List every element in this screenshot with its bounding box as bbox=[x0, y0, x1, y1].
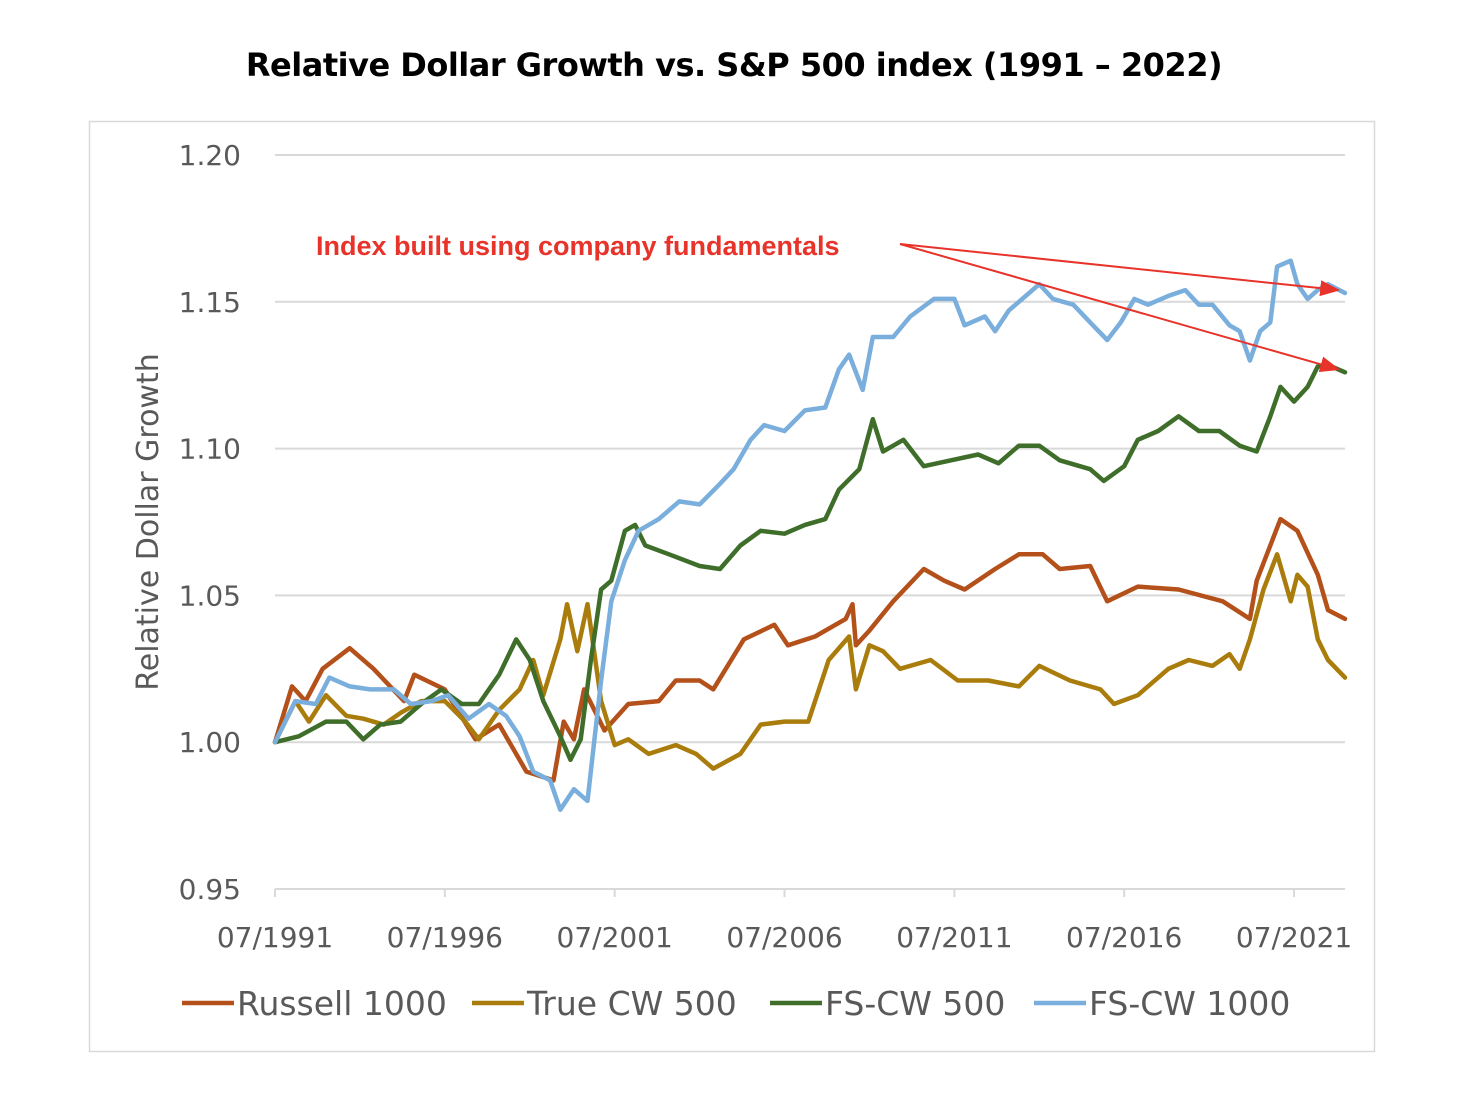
legend-label: True CW 500 bbox=[526, 984, 737, 1023]
annotation-arrow bbox=[899, 243, 1341, 373]
x-tick-label: 07/2006 bbox=[726, 921, 842, 954]
series-line-true-cw-500 bbox=[272, 552, 1348, 771]
x-tick-label: 07/2021 bbox=[1236, 921, 1352, 954]
chart-title: Relative Dollar Growth vs. S&P 500 index… bbox=[245, 46, 1223, 84]
x-tick-label: 07/2011 bbox=[896, 921, 1012, 954]
x-tick-label: 07/1991 bbox=[217, 921, 333, 954]
legend-item: FS-CW 1000 bbox=[1034, 984, 1290, 1023]
legend-label: FS-CW 1000 bbox=[1089, 984, 1290, 1023]
legend-item: True CW 500 bbox=[472, 984, 737, 1023]
y-tick-label: 1.15 bbox=[179, 286, 241, 319]
y-axis-label: Relative Dollar Growth bbox=[131, 353, 166, 691]
y-tick-label: 1.05 bbox=[179, 579, 241, 612]
legend-item: Russell 1000 bbox=[182, 984, 447, 1023]
annotation-text: Index built using company fundamentals bbox=[316, 231, 840, 261]
chart-frame bbox=[88, 120, 1376, 1053]
y-tick-label: 1.00 bbox=[179, 726, 241, 759]
legend-label: FS-CW 500 bbox=[825, 984, 1005, 1023]
y-tick-label: 1.20 bbox=[179, 139, 241, 172]
annotation-arrow bbox=[899, 243, 1341, 297]
legend-label: Russell 1000 bbox=[237, 984, 447, 1023]
x-tick-label: 07/1996 bbox=[387, 921, 503, 954]
series-line-fs-cw-1000 bbox=[272, 258, 1348, 812]
legend-item: FS-CW 500 bbox=[770, 984, 1005, 1023]
x-tick-label: 07/2001 bbox=[557, 921, 673, 954]
y-tick-label: 1.10 bbox=[179, 433, 241, 466]
y-tick-label: 0.95 bbox=[179, 873, 241, 906]
series-line-fs-cw-500 bbox=[272, 364, 1348, 763]
x-tick-label: 07/2016 bbox=[1066, 921, 1182, 954]
